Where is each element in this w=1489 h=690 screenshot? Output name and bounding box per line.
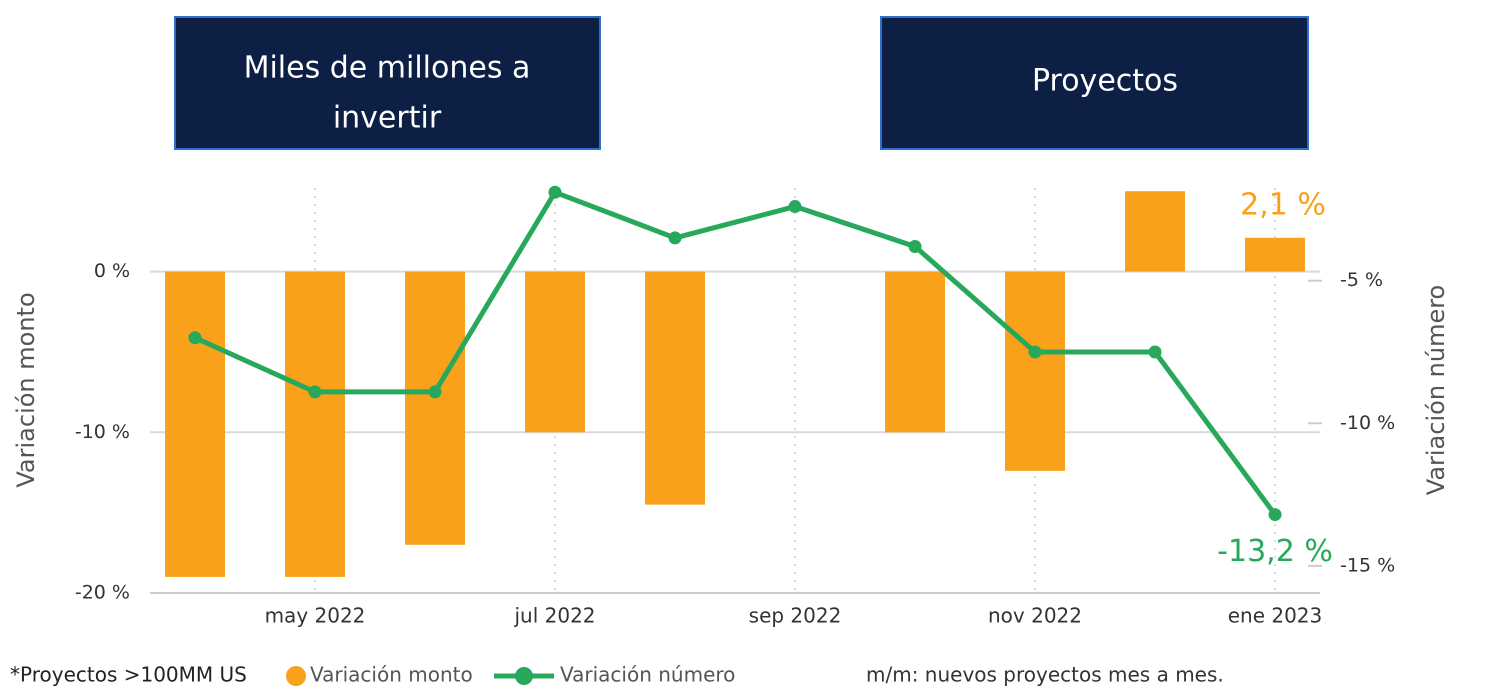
point xyxy=(548,185,562,199)
point xyxy=(1148,345,1162,359)
bar xyxy=(405,271,465,545)
bar xyxy=(885,271,945,433)
point xyxy=(428,385,442,399)
box-text: invertir xyxy=(333,101,442,136)
y2-tick-label: -10 % xyxy=(1340,412,1395,434)
bar xyxy=(1125,191,1185,272)
box-text: Miles de millones a xyxy=(244,51,531,86)
point xyxy=(788,200,802,214)
value-label: -13,2 % xyxy=(1217,534,1333,569)
box-text: Proyectos xyxy=(1032,64,1178,99)
footnote: m/m: nuevos proyectos mes a mes. xyxy=(866,663,1224,687)
header-box xyxy=(174,16,601,150)
x-tick-label: nov 2022 xyxy=(988,604,1082,628)
footnote: *Proyectos >100MM US xyxy=(10,663,247,687)
bar xyxy=(1245,237,1305,272)
legend-label: Variación número xyxy=(560,663,735,687)
y-tick-label: 0 % xyxy=(94,260,130,282)
y-tick-label: -20 % xyxy=(75,582,130,604)
y2-tick-label: -15 % xyxy=(1340,554,1395,576)
point xyxy=(1028,345,1042,359)
point xyxy=(188,331,202,345)
point xyxy=(908,239,922,253)
header-box xyxy=(880,16,1309,150)
bar xyxy=(1005,271,1065,471)
bar xyxy=(645,271,705,505)
bar xyxy=(525,271,585,433)
x-tick-label: may 2022 xyxy=(265,604,366,628)
legend-marker xyxy=(286,666,306,686)
point xyxy=(308,385,322,399)
value-label: 2,1 % xyxy=(1240,187,1326,222)
bar xyxy=(285,271,345,577)
y2-axis-label: Variación número xyxy=(1422,285,1450,495)
x-tick-label: sep 2022 xyxy=(749,604,842,628)
y-axis-label: Variación monto xyxy=(12,292,40,487)
point xyxy=(668,231,682,245)
y2-tick-label: -5 % xyxy=(1340,269,1383,291)
legend-marker xyxy=(515,667,533,685)
point xyxy=(1268,508,1282,522)
x-tick-label: ene 2023 xyxy=(1228,604,1323,628)
legend-label: Variación monto xyxy=(310,663,473,687)
x-tick-label: jul 2022 xyxy=(513,604,595,628)
line xyxy=(193,189,1278,517)
y-tick-label: -10 % xyxy=(75,421,130,443)
bar xyxy=(165,271,225,577)
